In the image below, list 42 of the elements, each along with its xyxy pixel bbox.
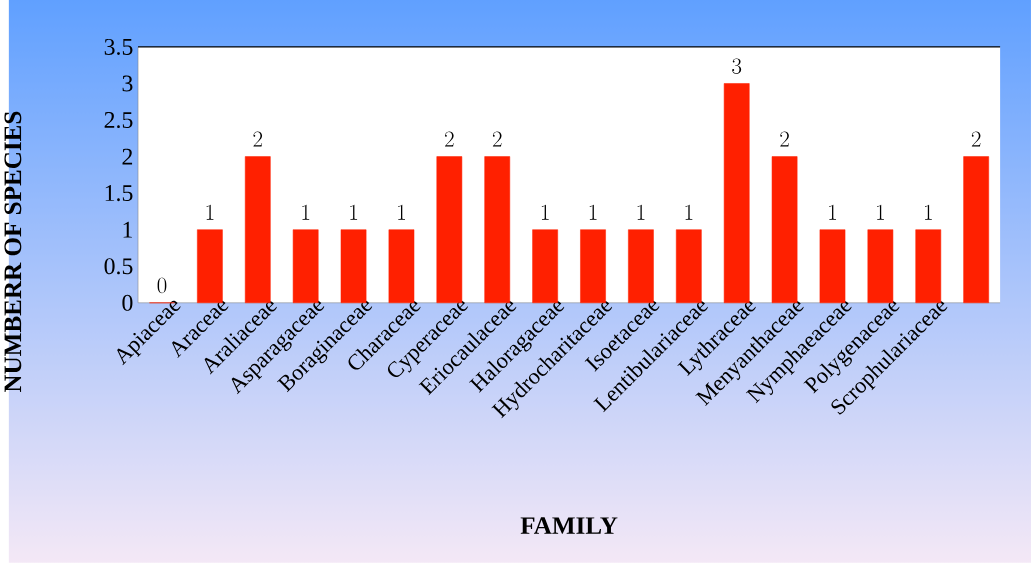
bar xyxy=(771,156,798,303)
data-label: 2 xyxy=(253,131,263,147)
bar xyxy=(340,229,367,303)
data-label: 3 xyxy=(732,58,742,74)
y-tick-label: 3.5 xyxy=(104,38,133,55)
y-tick-label: 2 xyxy=(122,148,133,165)
y-tick-label: 2.5 xyxy=(104,111,133,128)
data-label: 2 xyxy=(492,131,502,147)
bar xyxy=(628,229,654,303)
data-label: 1 xyxy=(541,204,549,220)
data-label: 1 xyxy=(685,204,693,220)
bar xyxy=(675,229,702,303)
data-label: 1 xyxy=(829,204,837,220)
data-label: 1 xyxy=(350,204,358,220)
bar xyxy=(292,229,319,303)
bar xyxy=(484,156,511,303)
data-label: 1 xyxy=(589,204,597,220)
y-tick-label: 1.5 xyxy=(105,184,133,202)
data-label: 1 xyxy=(302,204,310,220)
bar xyxy=(580,229,606,303)
data-label: 2 xyxy=(780,131,789,147)
data-label: 1 xyxy=(925,204,932,220)
data-label: 2 xyxy=(445,131,454,147)
bar xyxy=(819,229,846,303)
bar xyxy=(963,156,989,303)
data-label: 1 xyxy=(877,204,884,220)
bar xyxy=(915,229,942,303)
y-axis-title: NUMBERR OF SPECIES xyxy=(4,111,22,392)
bar xyxy=(197,229,223,303)
bar xyxy=(244,156,271,303)
y-tick-label: 0.5 xyxy=(104,258,133,275)
bar xyxy=(532,229,558,303)
y-tick-label: 1 xyxy=(123,221,132,238)
data-label: 0 xyxy=(157,277,167,294)
x-axis-title: FAMILY xyxy=(520,517,618,534)
data-label: 1 xyxy=(398,204,405,220)
data-label: 1 xyxy=(637,204,645,220)
data-label: 1 xyxy=(206,204,214,220)
y-tick-label: 3 xyxy=(122,75,133,92)
bar xyxy=(867,229,894,303)
data-label: 2 xyxy=(971,131,981,147)
bar xyxy=(723,83,750,303)
